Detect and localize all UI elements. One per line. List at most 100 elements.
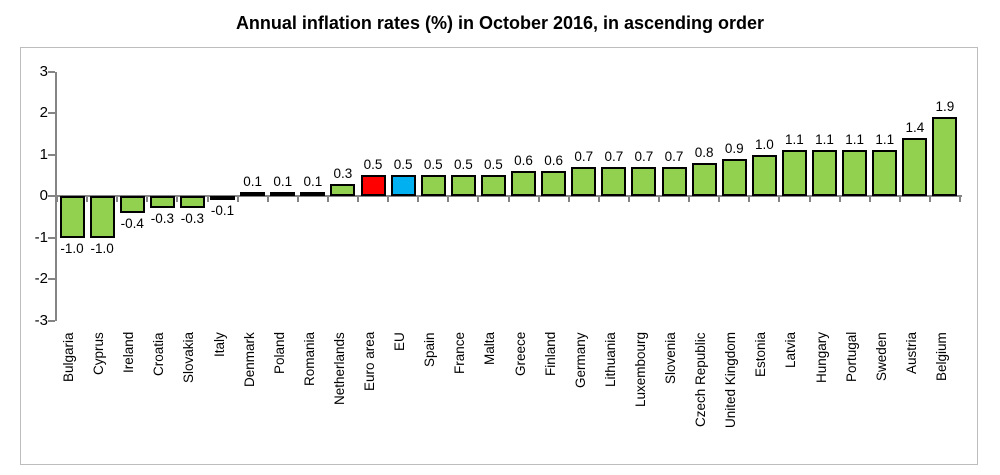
bar <box>89 196 115 238</box>
bar-value-label: 0.7 <box>604 148 624 164</box>
x-category-label: Sweden <box>874 332 896 460</box>
x-tick <box>116 197 119 202</box>
y-tick-label: 2 <box>39 104 48 121</box>
x-tick <box>447 197 450 202</box>
x-category-label-text: Greece <box>512 332 528 377</box>
x-category-label-text: Croatia <box>151 332 167 376</box>
x-category-label-text: Bulgaria <box>61 332 77 382</box>
x-category-label-text: Sweden <box>873 332 889 381</box>
chart-title: Annual inflation rates (%) in October 20… <box>235 13 765 33</box>
x-tick <box>597 197 600 202</box>
x-tick <box>206 197 209 202</box>
bar <box>330 183 356 196</box>
x-category-label: Finland <box>543 332 565 460</box>
x-category-label-text: Italy <box>211 332 227 357</box>
x-category-label-text: Austria <box>903 332 919 375</box>
x-category-label: France <box>452 332 474 460</box>
bar-value-label: 0.6 <box>514 153 533 169</box>
bar-value-label: 0.5 <box>453 157 473 173</box>
bar-value-label: -0.3 <box>180 211 205 227</box>
x-tick <box>176 197 179 202</box>
y-tick <box>48 319 55 322</box>
x-category-label: Poland <box>272 332 294 460</box>
bar-value-label: -0.1 <box>210 203 235 219</box>
x-category-label: Belgium <box>934 332 956 460</box>
x-category-label: Bulgaria <box>61 332 83 460</box>
x-category-label: Denmark <box>242 332 264 460</box>
bar <box>390 175 416 196</box>
y-tick-label: -2 <box>34 270 48 287</box>
x-category-label-text: France <box>452 332 468 375</box>
x-tick <box>537 197 540 202</box>
bar <box>360 175 386 196</box>
x-category-label: Slovakia <box>181 332 203 460</box>
x-category-label-text: Netherlands <box>331 332 347 405</box>
x-category-label-text: Ireland <box>121 332 137 374</box>
bar-value-label: -1.0 <box>60 240 84 256</box>
bar <box>210 196 236 201</box>
bar-value-label: -1.0 <box>90 240 114 256</box>
x-tick <box>507 197 510 202</box>
bar-value-label: -0.4 <box>120 215 144 231</box>
bar-value-label: -0.3 <box>150 211 174 227</box>
bar-value-label: 0.8 <box>694 144 714 160</box>
y-tick-label: 3 <box>39 62 48 80</box>
x-tick <box>928 197 931 202</box>
x-category-label-text: Latvia <box>783 332 799 369</box>
y-tick <box>48 70 55 73</box>
x-category-label: Italy <box>212 332 234 460</box>
bar-value-label: 1.1 <box>785 132 804 148</box>
bar <box>601 166 627 196</box>
x-tick <box>808 197 811 202</box>
bar <box>450 175 476 196</box>
bar <box>781 150 807 196</box>
x-tick <box>868 197 871 202</box>
x-tick <box>748 197 751 202</box>
bar-value-label: 0.5 <box>363 157 383 173</box>
x-tick <box>266 197 269 202</box>
x-tick <box>417 197 420 202</box>
bar <box>751 154 777 196</box>
bar <box>571 166 597 196</box>
x-category-label-text: Portugal <box>843 332 859 383</box>
x-category-label-text: Euro area <box>362 332 378 392</box>
x-category-label-text: Spain <box>422 332 438 367</box>
x-category-label: Czech Republic <box>693 332 715 460</box>
x-category-label: Ireland <box>121 332 143 460</box>
x-category-label-text: Slovenia <box>663 332 679 384</box>
x-tick <box>778 197 781 202</box>
x-category-label-text: Czech Republic <box>693 332 709 427</box>
x-category-label-text: Denmark <box>241 332 257 387</box>
x-tick <box>387 197 390 202</box>
x-category-label: Estonia <box>753 332 775 460</box>
bar-value-label: 0.5 <box>423 157 443 173</box>
bar-value-label: 0.9 <box>724 140 744 156</box>
x-category-label-text: Belgium <box>933 332 949 381</box>
x-category-label-text: Estonia <box>753 332 769 378</box>
x-tick <box>658 197 660 202</box>
bar <box>119 196 145 213</box>
x-category-label: Romania <box>302 332 324 460</box>
bar <box>420 175 446 196</box>
x-category-label: Lithuania <box>603 332 625 460</box>
plot-area: 3 2 1 0 -1 -2 -3 -1.0 Bulgaria -1.0 Cyprus -0.4 Irel… <box>21 48 977 464</box>
x-category-label-text: Slovakia <box>181 332 197 384</box>
bar <box>932 117 958 196</box>
bar-value-label: 1.1 <box>875 132 895 148</box>
bar-value-label: 1.0 <box>754 136 774 152</box>
x-tick <box>718 197 721 202</box>
x-category-label: Cyprus <box>91 332 113 460</box>
x-category-label: EU <box>392 332 414 460</box>
x-tick <box>477 197 480 202</box>
bar-value-label: 0.3 <box>333 165 353 181</box>
bar <box>812 150 838 196</box>
x-category-label-text: Romania <box>301 332 317 387</box>
bar-value-label: 0.7 <box>664 148 684 164</box>
x-category-label-text: Germany <box>572 332 588 388</box>
y-tick-label: -1 <box>34 228 48 246</box>
bar-value-label: 1.1 <box>845 132 865 148</box>
bar <box>902 137 928 196</box>
bar-value-label: 0.7 <box>634 148 654 164</box>
x-category-label: Greece <box>513 332 535 460</box>
